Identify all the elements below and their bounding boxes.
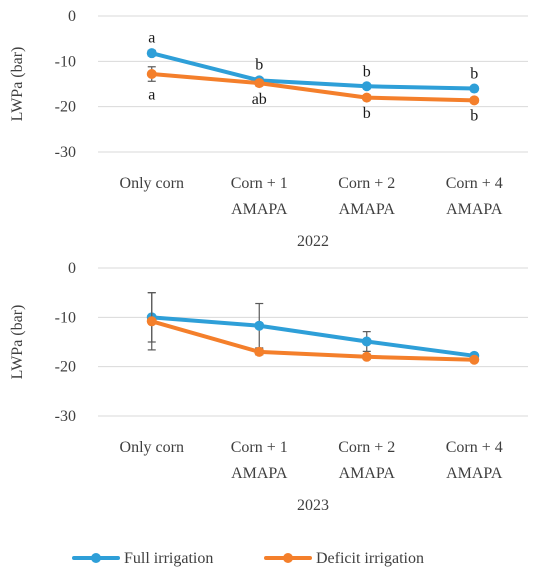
- series-line-full-irrigation: [149, 51, 477, 91]
- data-point-full-irrigation: [361, 336, 372, 347]
- significance-letter: b: [255, 57, 263, 74]
- y-axis-label: LWPa (bar): [9, 47, 26, 122]
- x-tick-label: AMAPA: [446, 465, 503, 482]
- significance-letter: b: [363, 105, 371, 122]
- legend-label-deficit-irrigation: Deficit irrigation: [316, 550, 424, 567]
- series-line-full-irrigation: [149, 315, 477, 358]
- legend-label-full-irrigation: Full irrigation: [124, 550, 213, 567]
- x-tick-label: AMAPA: [446, 201, 503, 218]
- data-point-full-irrigation: [361, 81, 372, 92]
- significance-letter: b: [470, 66, 478, 83]
- data-point-deficit-irrigation: [146, 316, 157, 327]
- data-point-deficit-irrigation: [254, 78, 265, 89]
- significance-letter: b: [470, 108, 478, 125]
- data-point-deficit-irrigation: [146, 69, 157, 80]
- x-tick-label: Only corn: [120, 439, 184, 456]
- y-axis-label: LWPa (bar): [9, 305, 26, 380]
- x-tick-label: AMAPA: [339, 465, 396, 482]
- data-point-full-irrigation: [254, 320, 265, 331]
- data-point-deficit-irrigation: [469, 95, 480, 106]
- series-line-deficit-irrigation: [149, 319, 477, 362]
- x-axis-label: 2022: [297, 233, 329, 250]
- y-tick-label: -30: [55, 408, 76, 425]
- x-tick-label: Corn + 4: [446, 439, 503, 456]
- y-tick-label: 0: [68, 8, 76, 25]
- x-axis-label: 2023: [297, 497, 329, 514]
- x-tick-label: Corn + 4: [446, 175, 503, 192]
- x-tick-label: AMAPA: [231, 201, 288, 218]
- x-tick-label: AMAPA: [231, 465, 288, 482]
- data-point-deficit-irrigation: [361, 92, 372, 103]
- legend-marker-deficit-irrigation: [283, 553, 293, 563]
- x-tick-label: Corn + 1: [231, 439, 288, 456]
- chart-panel-2: 0 -10 -20 -30 LWPa (bar) Only corn Corn + 1 AMA…: [9, 260, 528, 514]
- data-point-deficit-irrigation: [254, 346, 265, 357]
- significance-letter: a: [148, 86, 155, 103]
- significance-letter: b: [363, 63, 371, 80]
- data-point-full-irrigation: [469, 83, 480, 94]
- y-tick-label: -20: [55, 99, 76, 116]
- legend: Full irrigation Deficit irrigation: [72, 550, 424, 567]
- x-tick-label: AMAPA: [339, 201, 396, 218]
- x-tick-label: Only corn: [120, 175, 184, 192]
- y-tick-label: 0: [68, 260, 76, 277]
- y-tick-label: -10: [55, 309, 76, 326]
- x-tick-label: Corn + 1: [231, 175, 288, 192]
- y-tick-label: -10: [55, 53, 76, 70]
- legend-marker-full-irrigation: [91, 553, 101, 563]
- data-point-deficit-irrigation: [361, 351, 372, 362]
- x-tick-label: Corn + 2: [338, 439, 395, 456]
- data-point-full-irrigation: [146, 48, 157, 59]
- y-tick-label: -20: [55, 359, 76, 376]
- chart-panel-1: 0 -10 -20 -30 LWPa (bar) Only corn Corn + 1 AMA…: [9, 8, 528, 250]
- data-point-deficit-irrigation: [469, 354, 480, 365]
- significance-letter: a: [148, 29, 155, 46]
- significance-letter: ab: [252, 91, 267, 108]
- series-line-deficit-irrigation: [149, 72, 477, 103]
- y-tick-label: -30: [55, 144, 76, 161]
- x-tick-label: Corn + 2: [338, 175, 395, 192]
